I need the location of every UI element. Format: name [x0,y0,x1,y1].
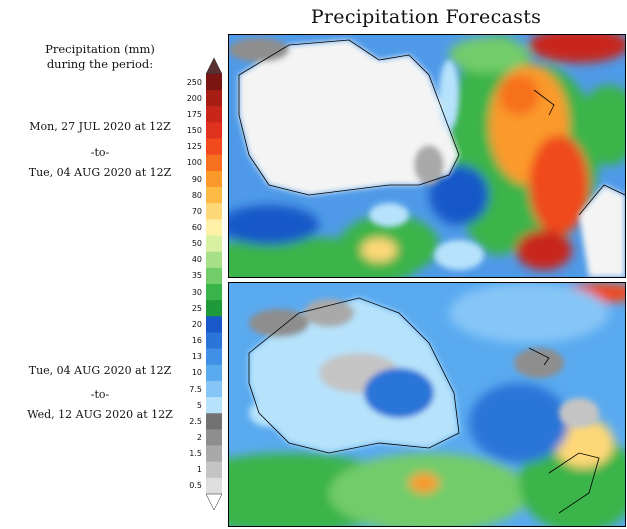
colorbar-bottom-arrow [206,493,222,510]
colorbar-swatch [206,445,222,462]
colorbar-swatch [206,154,222,172]
colorbar-tick-label: 13 [191,352,202,362]
colorbar-tick-label: 1 [196,465,202,475]
colorbar-swatch [206,284,222,301]
colorbar-swatch [206,267,222,285]
period-2-start: Tue, 04 AUG 2020 at 12Z [28,364,172,377]
legend-title: Precipitation (mm) during the period: [0,42,200,72]
colorbar-tick-label: 200 [186,93,202,103]
colorbar-swatch [206,332,222,349]
colorbar-tick-label: 250 [186,77,202,87]
colorbar-tick-label: 35 [191,271,202,281]
colorbar-tick-label: 1.5 [189,449,202,459]
period-2-separator: -to- [90,388,110,401]
colorbar-top-arrow [206,58,222,75]
colorbar-tick-label: 25 [191,303,202,313]
period-2-end: Wed, 12 AUG 2020 at 12Z [27,408,173,421]
colorbar-swatch [206,235,222,252]
legend-title-line1: Precipitation (mm) [45,42,155,56]
colorbar-tick-label: 30 [191,287,202,297]
colorbar-tick-label: 90 [191,174,202,184]
colorbar-tick-label: 40 [191,255,202,265]
colorbar-swatch [206,461,222,479]
colorbar-swatch [206,138,222,156]
colorbar-tick-label: 16 [191,336,202,346]
colorbar-swatch [206,413,222,430]
colorbar-swatch [206,122,222,139]
colorbar-tick-label: 5 [196,400,202,410]
colorbar-swatch [206,429,222,446]
colorbar-tick-label: 2.5 [189,416,202,426]
period-1-separator: -to- [90,146,110,159]
colorbar-swatch [206,348,222,366]
colorbar-swatch [206,477,222,495]
colorbar-tick-label: 80 [191,190,202,200]
colorbar-swatch [206,380,222,398]
legend-title-line2: during the period: [46,57,154,71]
colorbar-swatch [206,74,222,91]
colorbar-tick-label: 10 [191,368,202,378]
colorbar-swatch [206,203,222,220]
colorbar-tick-label: 125 [186,142,202,152]
colorbar-swatch [206,106,222,123]
colorbar-tick-label: 175 [186,109,202,119]
period-1-start: Mon, 27 JUL 2020 at 12Z [29,120,171,133]
colorbar-swatch [206,90,222,107]
period-1-end: Tue, 04 AUG 2020 at 12Z [28,166,172,179]
map-period-2 [228,282,626,527]
colorbar-tick-label: 0.5 [189,481,202,491]
colorbar-tick-label: 7.5 [189,384,202,394]
colorbar-tick-label: 20 [191,319,202,329]
colorbar-swatch [206,364,222,382]
colorbar-tick-label: 100 [186,158,202,168]
map-period-1 [228,34,626,278]
colorbar [206,58,222,510]
colorbar-tick-label: 2 [196,432,202,442]
colorbar-swatch [206,219,222,236]
colorbar-swatch [206,170,222,188]
colorbar-swatch [206,187,222,204]
page-title: Precipitation Forecasts [310,6,542,28]
colorbar-swatch [206,300,222,317]
colorbar-tick-label: 70 [191,206,202,216]
colorbar-swatch [206,316,222,333]
colorbar-swatch [206,251,222,269]
colorbar-swatch [206,397,222,414]
colorbar-tick-label: 50 [191,239,202,249]
colorbar-tick-label: 150 [186,126,202,136]
colorbar-tick-label: 60 [191,222,202,232]
